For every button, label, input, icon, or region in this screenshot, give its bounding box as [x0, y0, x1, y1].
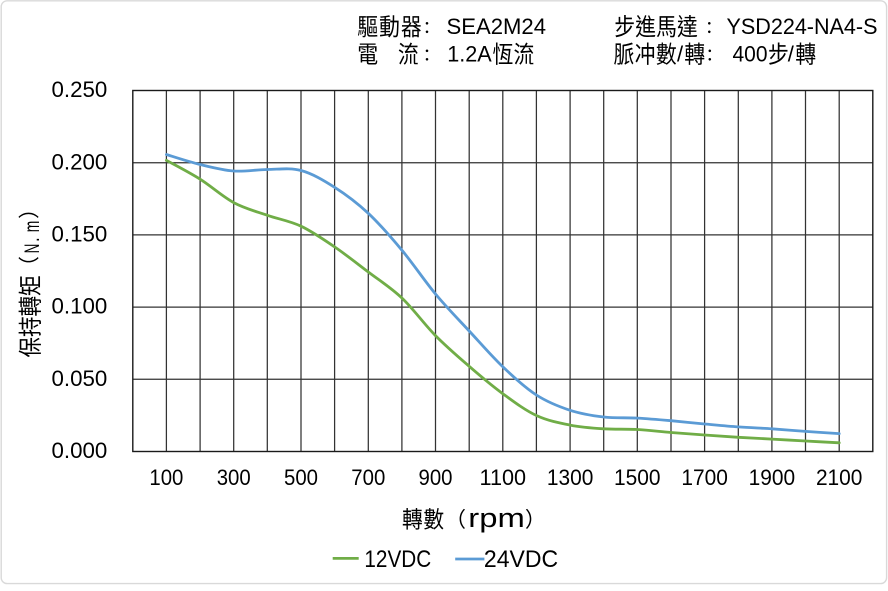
svg-text:0.050: 0.050 — [52, 366, 108, 391]
svg-text:400: 400 — [733, 42, 768, 67]
svg-text:1700: 1700 — [681, 465, 728, 490]
svg-text:12VDC: 12VDC — [364, 546, 431, 573]
svg-text:300: 300 — [217, 465, 251, 490]
svg-text:500: 500 — [284, 465, 318, 490]
svg-text:24VDC: 24VDC — [484, 546, 558, 573]
svg-text:/: / — [788, 42, 795, 67]
svg-text:SEA2M24: SEA2M24 — [447, 14, 547, 39]
svg-text:0.000: 0.000 — [52, 438, 108, 463]
svg-text:900: 900 — [419, 465, 453, 490]
svg-text:0.150: 0.150 — [52, 222, 108, 247]
svg-text:1.2A: 1.2A — [447, 42, 492, 67]
svg-text:m: m — [20, 221, 44, 233]
svg-text:700: 700 — [351, 465, 385, 490]
svg-text:2100: 2100 — [816, 465, 863, 490]
svg-text:0.250: 0.250 — [52, 77, 108, 102]
svg-text:N: N — [20, 244, 44, 254]
svg-text:.: . — [21, 237, 44, 242]
svg-text:0.200: 0.200 — [52, 149, 108, 174]
svg-text:100: 100 — [149, 465, 183, 490]
svg-text:1900: 1900 — [749, 465, 796, 490]
svg-text:rpm: rpm — [468, 503, 525, 533]
svg-text:/: / — [677, 42, 684, 67]
svg-text:1300: 1300 — [547, 465, 594, 490]
svg-text:0.100: 0.100 — [52, 294, 108, 319]
svg-text:YSD224-NA4-S: YSD224-NA4-S — [727, 14, 878, 39]
svg-text:1100: 1100 — [480, 465, 527, 490]
svg-text:1500: 1500 — [614, 465, 661, 490]
